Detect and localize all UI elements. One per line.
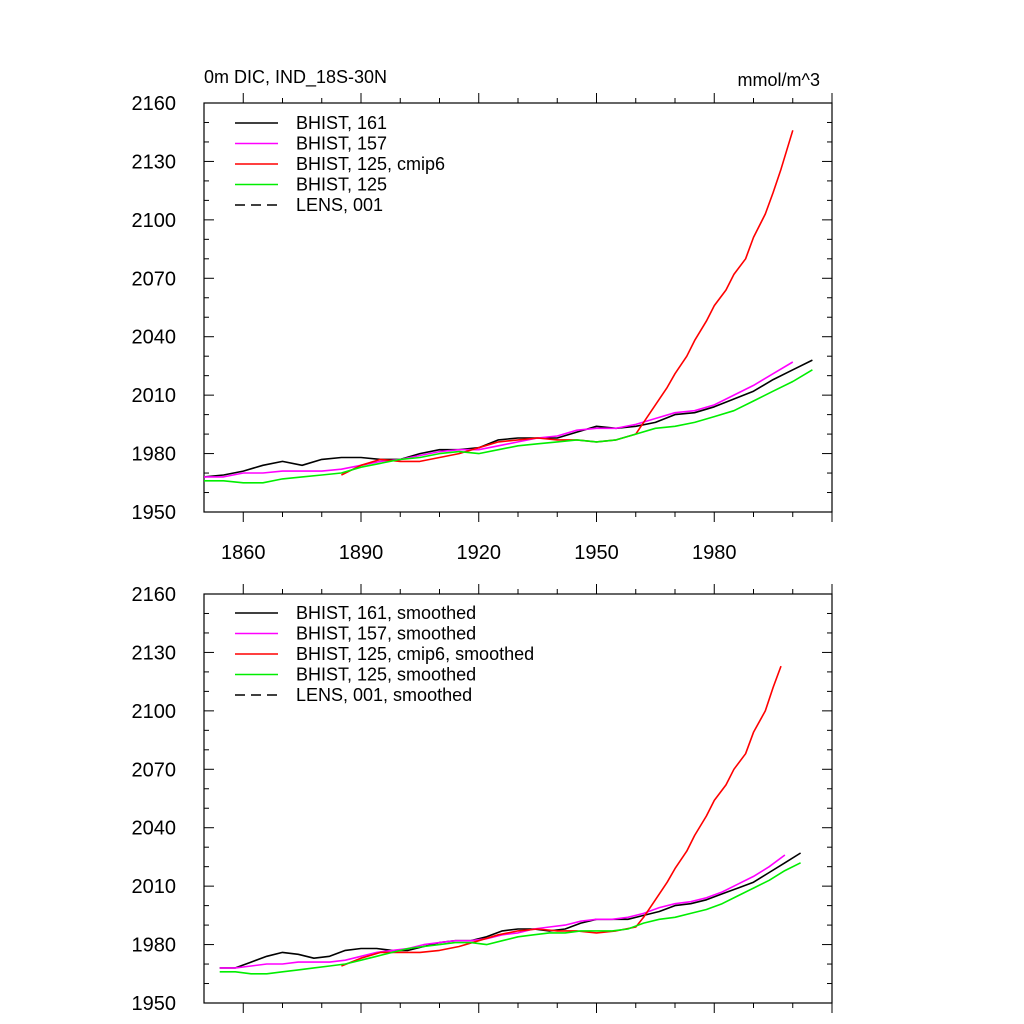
y-tick-label: 2070 [132, 268, 177, 290]
legend-label-0: BHIST, 161, smoothed [296, 603, 476, 623]
x-tick-label: 1860 [221, 542, 266, 564]
series-line-3 [204, 369, 813, 484]
series-line-1 [204, 361, 794, 478]
y-tick-label: 1980 [132, 935, 177, 957]
y-tick-label: 2100 [132, 210, 177, 232]
chart-title: 0m DIC, IND_18S-30N [204, 67, 387, 88]
legend-label-0: BHIST, 161 [296, 113, 387, 133]
legend-label-1: BHIST, 157 [296, 134, 387, 154]
y-tick-label: 1950 [132, 502, 177, 524]
y-tick-label: 2040 [132, 818, 177, 840]
bottom-panel: 1950 1980 2010 2040 2070 2100 2130 2160 BHIST, 1… [132, 584, 833, 1015]
y-tick-label: 2130 [132, 642, 177, 664]
y-tick-label: 1980 [132, 444, 177, 466]
y-tick-label: 2010 [132, 876, 177, 898]
units-label: mmol/m^3 [738, 70, 820, 90]
series-line-2 [341, 130, 794, 476]
legend-label-4: LENS, 001, smoothed [296, 685, 472, 705]
y-tick-label: 2010 [132, 385, 177, 407]
y-tick-label: 2070 [132, 759, 177, 781]
x-tick-label: 1950 [574, 542, 619, 564]
y-tick-label: 2130 [132, 151, 177, 173]
y-tick-label: 2040 [132, 327, 177, 349]
top-panel: 1950 1980 2010 2040 2070 2100 2130 2160 1860 1890… [132, 67, 833, 564]
y-tick-label: 2100 [132, 701, 177, 723]
series-line-0 [203, 359, 813, 478]
legend-label-3: BHIST, 125 [296, 175, 387, 195]
y-tick-label: 1950 [132, 993, 177, 1015]
legend-label-2: BHIST, 125, cmip6, smoothed [296, 644, 534, 664]
legend-label-1: BHIST, 157, smoothed [296, 624, 476, 644]
legend-label-4: LENS, 001 [296, 195, 383, 215]
y-tick-label: 2160 [132, 584, 177, 606]
series-line-3 [219, 862, 801, 975]
legend-label-3: BHIST, 125, smoothed [296, 665, 476, 685]
series-line-0 [219, 852, 802, 969]
x-tick-label: 1980 [692, 542, 737, 564]
legend-label-2: BHIST, 125, cmip6 [296, 154, 445, 174]
series-line-2 [341, 665, 782, 967]
x-tick-label: 1920 [457, 542, 502, 564]
y-tick-label: 2160 [132, 93, 177, 115]
x-tick-label: 1890 [339, 542, 384, 564]
